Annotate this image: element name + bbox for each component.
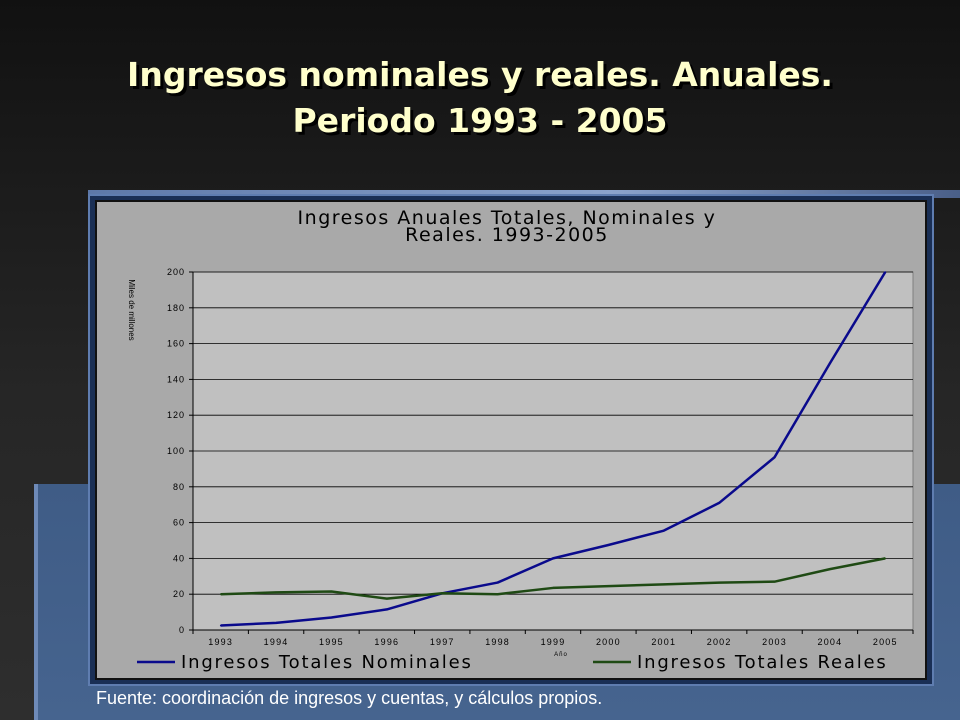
y-axis-title: Miles de millones xyxy=(127,279,136,340)
data-point-real-1998 xyxy=(496,593,499,595)
data-point-nominal-2001 xyxy=(662,529,665,532)
y-tick-label-20: 20 xyxy=(173,589,185,599)
y-tick-label-80: 80 xyxy=(173,482,185,492)
legend-label-real: Ingresos Totales Reales xyxy=(637,652,888,673)
x-tick-label-2003: 2003 xyxy=(762,637,787,647)
data-point-real-2004 xyxy=(829,568,831,570)
data-point-real-1993 xyxy=(219,593,222,595)
y-tick-label-100: 100 xyxy=(167,446,185,456)
y-tick-label-140: 140 xyxy=(167,374,185,384)
line-chart: 0 20 40 60 80 100 120 140 160 180 200 1993 1994 1995 1… xyxy=(127,267,914,673)
y-tick-label-60: 60 xyxy=(173,518,185,528)
x-tick-label-1998: 1998 xyxy=(485,637,510,647)
x-tick-label-2002: 2002 xyxy=(707,637,732,647)
data-point-real-1999 xyxy=(552,587,554,589)
chart-title-line1: Ingresos Anuales Totales, Nominales y xyxy=(297,207,717,229)
x-axis-title: Año xyxy=(554,652,568,658)
data-point-nominal-2000 xyxy=(607,544,610,546)
y-tick-label-40: 40 xyxy=(173,553,185,563)
slide-title-line1: Ingresos nominales y reales. Anuales. xyxy=(127,55,833,94)
data-point-real-2001 xyxy=(662,583,665,586)
data-point-real-1997 xyxy=(441,592,444,595)
data-point-nominal-1998 xyxy=(496,581,499,584)
data-point-nominal-2003 xyxy=(773,456,776,459)
data-point-nominal-1996 xyxy=(386,608,388,611)
x-tick-label-2000: 2000 xyxy=(596,637,621,647)
data-point-nominal-1993 xyxy=(219,624,222,627)
chart-title: Ingresos Anuales Totales, Nominales y Re… xyxy=(157,207,857,246)
data-point-real-2005 xyxy=(884,557,887,560)
x-tick-label-1995: 1995 xyxy=(319,637,344,647)
x-tick-label-1994: 1994 xyxy=(264,637,289,647)
source-note: Fuente: coordinación de ingresos y cuent… xyxy=(96,688,603,708)
y-tick-label-0: 0 xyxy=(179,625,185,635)
x-tick-label-2001: 2001 xyxy=(651,637,676,647)
data-point-real-2000 xyxy=(607,585,610,587)
data-point-nominal-2004 xyxy=(829,362,831,365)
y-tick-label-160: 160 xyxy=(167,339,185,349)
legend-label-nominal: Ingresos Totales Nominales xyxy=(181,652,473,673)
data-point-nominal-1999 xyxy=(552,557,554,560)
data-point-nominal-1995 xyxy=(330,616,333,619)
y-tick-label-180: 180 xyxy=(167,303,185,313)
data-point-nominal-2002 xyxy=(718,502,720,504)
x-tick-label-2004: 2004 xyxy=(818,637,843,647)
decor-blue-edge xyxy=(34,484,38,720)
x-tick-label-1997: 1997 xyxy=(430,637,455,647)
data-point-real-1996 xyxy=(386,597,388,600)
slide-title: Ingresos nominales y reales. Anuales. Pe… xyxy=(0,52,960,144)
x-tick-label-1993: 1993 xyxy=(208,637,233,647)
x-tick-label-1999: 1999 xyxy=(541,637,566,647)
y-tick-label-120: 120 xyxy=(167,410,185,420)
slide-title-line2: Periodo 1993 - 2005 xyxy=(292,101,668,140)
x-tick-label-1996: 1996 xyxy=(374,637,399,647)
data-point-real-2003 xyxy=(773,580,776,583)
x-tick-label-2005: 2005 xyxy=(873,637,898,647)
y-tick-label-200: 200 xyxy=(167,267,185,277)
chart-area: Ingresos Anuales Totales, Nominales y Re… xyxy=(95,200,927,680)
data-point-real-2002 xyxy=(718,581,720,584)
chart-frame: Ingresos Anuales Totales, Nominales y Re… xyxy=(88,194,934,686)
data-point-real-1994 xyxy=(275,591,277,594)
data-point-real-1995 xyxy=(330,590,333,593)
data-point-nominal-1994 xyxy=(275,622,277,624)
data-point-nominal-2005 xyxy=(884,271,887,273)
chart-title-line2: Reales. 1993-2005 xyxy=(405,224,609,246)
